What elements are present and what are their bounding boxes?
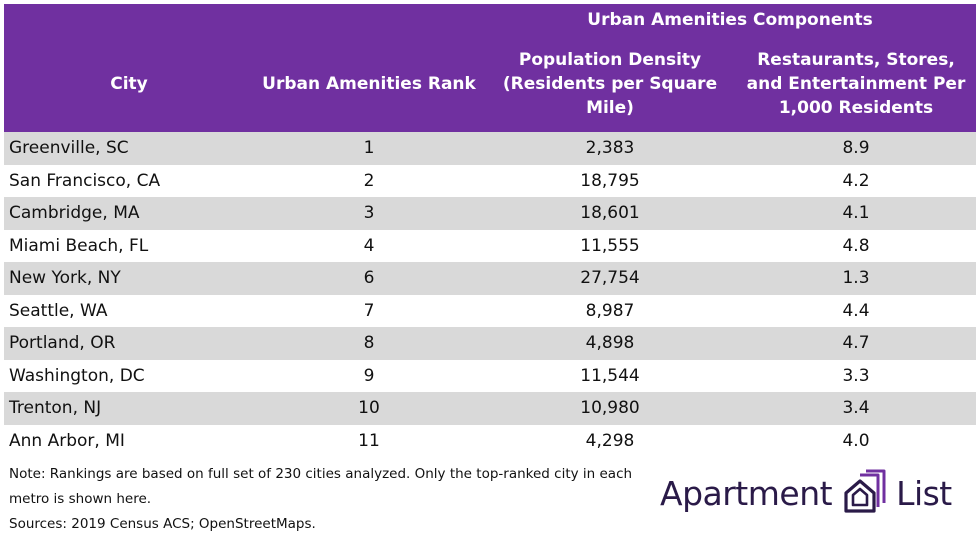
urban-amenities-table: Urban Amenities Components City Urban Am… bbox=[4, 4, 976, 457]
cell-restaurants: 4.7 bbox=[736, 327, 976, 360]
cell-rank: 6 bbox=[254, 262, 484, 295]
column-header-restaurants: Restaurants, Stores, and Entertainment P… bbox=[736, 36, 976, 132]
cell-rank: 11 bbox=[254, 424, 484, 457]
table-row: Trenton, NJ 10 10,980 3.4 bbox=[4, 392, 976, 425]
cell-city: San Francisco, CA bbox=[4, 164, 254, 197]
cell-restaurants: 4.1 bbox=[736, 197, 976, 230]
cell-density: 4,898 bbox=[484, 327, 736, 360]
sources-text: Sources: 2019 Census ACS; OpenStreetMaps… bbox=[9, 516, 316, 532]
cell-density: 18,795 bbox=[484, 164, 736, 197]
cell-restaurants: 8.9 bbox=[736, 132, 976, 165]
table-row: Greenville, SC 1 2,383 8.9 bbox=[4, 132, 976, 165]
table-row: Ann Arbor, MI 11 4,298 4.0 bbox=[4, 424, 976, 457]
group-header-spacer bbox=[4, 4, 254, 36]
table-body: Greenville, SC 1 2,383 8.9 San Francisco… bbox=[4, 132, 976, 457]
table-row: New York, NY 6 27,754 1.3 bbox=[4, 262, 976, 295]
cell-city: Portland, OR bbox=[4, 327, 254, 360]
cell-rank: 9 bbox=[254, 359, 484, 392]
table-header: Urban Amenities Components City Urban Am… bbox=[4, 4, 976, 132]
logo-word-apartment: Apartment bbox=[660, 473, 833, 513]
note-text: Note: Rankings are based on full set of … bbox=[9, 466, 633, 507]
cell-city: Cambridge, MA bbox=[4, 197, 254, 230]
cell-restaurants: 4.0 bbox=[736, 424, 976, 457]
cell-density: 27,754 bbox=[484, 262, 736, 295]
cell-restaurants: 4.2 bbox=[736, 164, 976, 197]
table-row: Cambridge, MA 3 18,601 4.1 bbox=[4, 197, 976, 230]
apartment-list-building-icon bbox=[844, 469, 886, 513]
cell-city: Washington, DC bbox=[4, 359, 254, 392]
cell-density: 2,383 bbox=[484, 132, 736, 165]
cell-rank: 8 bbox=[254, 327, 484, 360]
data-table-container: Urban Amenities Components City Urban Am… bbox=[4, 4, 976, 457]
footnotes: Note: Rankings are based on full set of … bbox=[9, 462, 649, 537]
column-header-city: City bbox=[4, 36, 254, 132]
cell-restaurants: 4.4 bbox=[736, 294, 976, 327]
apartment-list-logo: Apartment List bbox=[660, 468, 952, 518]
table-row: Portland, OR 8 4,898 4.7 bbox=[4, 327, 976, 360]
cell-rank: 4 bbox=[254, 229, 484, 262]
table-row: Miami Beach, FL 4 11,555 4.8 bbox=[4, 229, 976, 262]
group-header-components: Urban Amenities Components bbox=[484, 4, 976, 36]
table-row: Seattle, WA 7 8,987 4.4 bbox=[4, 294, 976, 327]
cell-rank: 10 bbox=[254, 392, 484, 425]
group-header-spacer bbox=[254, 4, 484, 36]
cell-restaurants: 3.3 bbox=[736, 359, 976, 392]
cell-rank: 3 bbox=[254, 197, 484, 230]
cell-density: 18,601 bbox=[484, 197, 736, 230]
cell-density: 10,980 bbox=[484, 392, 736, 425]
cell-rank: 7 bbox=[254, 294, 484, 327]
cell-restaurants: 1.3 bbox=[736, 262, 976, 295]
column-header-rank: Urban Amenities Rank bbox=[254, 36, 484, 132]
cell-density: 11,544 bbox=[484, 359, 736, 392]
cell-city: Greenville, SC bbox=[4, 132, 254, 165]
cell-rank: 1 bbox=[254, 132, 484, 165]
cell-restaurants: 3.4 bbox=[736, 392, 976, 425]
logo-word-list: List bbox=[896, 473, 952, 513]
cell-density: 11,555 bbox=[484, 229, 736, 262]
cell-density: 4,298 bbox=[484, 424, 736, 457]
group-header-row: Urban Amenities Components bbox=[4, 4, 976, 36]
cell-density: 8,987 bbox=[484, 294, 736, 327]
table-row: Washington, DC 9 11,544 3.3 bbox=[4, 359, 976, 392]
cell-city: Ann Arbor, MI bbox=[4, 424, 254, 457]
cell-rank: 2 bbox=[254, 164, 484, 197]
column-header-row: City Urban Amenities Rank Population Den… bbox=[4, 36, 976, 132]
column-header-density: Population Density (Residents per Square… bbox=[484, 36, 736, 132]
cell-city: New York, NY bbox=[4, 262, 254, 295]
table-row: San Francisco, CA 2 18,795 4.2 bbox=[4, 164, 976, 197]
cell-restaurants: 4.8 bbox=[736, 229, 976, 262]
cell-city: Miami Beach, FL bbox=[4, 229, 254, 262]
cell-city: Trenton, NJ bbox=[4, 392, 254, 425]
cell-city: Seattle, WA bbox=[4, 294, 254, 327]
